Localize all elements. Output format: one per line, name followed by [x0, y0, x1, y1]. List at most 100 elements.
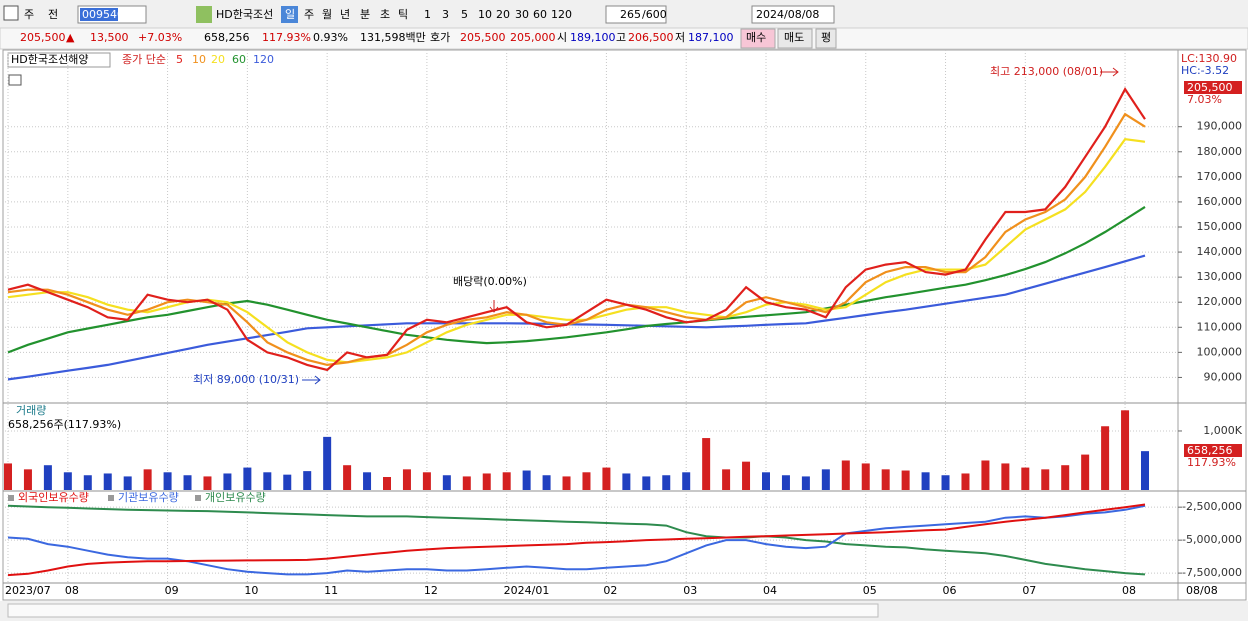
toolbar-item: 2024/08/08 — [756, 8, 819, 21]
volume-bar — [143, 469, 152, 490]
legend-entry: 10 — [192, 53, 206, 66]
volume-bar — [103, 473, 112, 490]
quote-item: ▲ — [66, 31, 75, 44]
volume-bar — [682, 472, 691, 490]
legend-swatch — [108, 495, 114, 501]
volume-bar — [762, 472, 770, 490]
lc-label: LC:130.90 — [1181, 52, 1237, 65]
toolbar-item: 3 — [442, 8, 449, 21]
x-tick-label: 04 — [763, 584, 777, 597]
quote-item: 187,100 — [688, 31, 734, 44]
volume-bar — [921, 472, 930, 490]
quote-item: 매도 — [784, 31, 804, 44]
volume-bar — [622, 473, 631, 490]
toolbar-item: 주 — [304, 8, 314, 21]
legend-prefix: 종가 단순 — [122, 53, 166, 66]
y-tick-label: 140,000 — [1197, 245, 1243, 258]
avg-button[interactable] — [815, 28, 837, 49]
volume-bar — [821, 469, 830, 490]
table-icon[interactable] — [8, 74, 22, 86]
last-price-label: 205,500 — [1187, 81, 1233, 94]
volume-bar — [283, 474, 292, 490]
quote-item: 205,000 — [510, 31, 556, 44]
y-tick-label: 100,000 — [1197, 345, 1243, 358]
volume-bar — [383, 477, 391, 490]
volume-bar — [881, 469, 890, 490]
period-selected[interactable] — [281, 6, 298, 23]
y-tick-label: 90,000 — [1204, 370, 1243, 383]
annotation: 최고 213,000 (08/01) — [990, 65, 1103, 78]
sell-button[interactable] — [777, 28, 813, 49]
legend-swatch — [195, 495, 201, 501]
quote-item: 205,500 — [20, 31, 66, 44]
y-tick-label: 110,000 — [1197, 320, 1243, 333]
x-tick-label: 09 — [165, 584, 179, 597]
quote-item: 13,500 — [90, 31, 129, 44]
x-tick-label: 07 — [1022, 584, 1036, 597]
legend-entry: 120 — [253, 53, 274, 66]
x-tick-label: 06 — [943, 584, 957, 597]
legend-entry: 20 — [211, 53, 225, 66]
volume-bar — [1101, 426, 1110, 490]
legend-entry: 개인보유수량 — [205, 491, 266, 504]
volume-bar — [203, 476, 212, 490]
volume-bar — [43, 465, 52, 490]
x-end-label: 08/08 — [1186, 584, 1218, 597]
volume-bar — [642, 476, 651, 490]
toolbar-item: 1 — [424, 8, 431, 21]
volume-bar — [343, 465, 352, 490]
menu-icon[interactable] — [3, 5, 19, 21]
x-tick-label: 12 — [424, 584, 438, 597]
quote-item: 206,500 — [628, 31, 674, 44]
volume-bar — [1081, 454, 1090, 490]
legend-entry: 외국인보유수량 — [18, 491, 89, 504]
toolbar-item: HD한국조선 — [216, 8, 273, 21]
y-tick-label: -2,500,000 — [1182, 500, 1242, 513]
volume-bar — [1121, 410, 1130, 490]
quote-item: 평 — [821, 31, 831, 44]
volume-bar — [223, 473, 232, 490]
new-icon[interactable] — [196, 6, 212, 23]
volume-bar — [702, 438, 711, 490]
scroll-track[interactable] — [7, 603, 879, 618]
quote-item: 고 — [616, 31, 626, 44]
change-label: 7.03% — [1187, 93, 1222, 106]
quote-item: +7.03% — [138, 31, 182, 44]
volume-bar — [1141, 451, 1149, 490]
y-tick-label: -5,000,000 — [1182, 533, 1242, 546]
buy-button[interactable] — [740, 28, 776, 49]
quote-item: 205,500 — [460, 31, 506, 44]
volume-bar — [801, 476, 810, 490]
toolbar-item: 10 — [478, 8, 492, 21]
volume-bar — [861, 463, 870, 490]
volume-bar — [1061, 465, 1070, 490]
series-line — [7, 504, 1146, 576]
volume-bar — [442, 475, 451, 490]
annotation-arrow — [302, 375, 321, 385]
y-tick-label: 150,000 — [1197, 220, 1243, 233]
y-tick-label: 180,000 — [1197, 145, 1243, 158]
date-input[interactable] — [751, 5, 835, 24]
x-tick-label: 08 — [1122, 584, 1136, 597]
volume-bar — [781, 475, 790, 490]
quote-item: 117.93% — [262, 31, 311, 44]
volume-bar — [901, 470, 910, 490]
toolbar-item: 120 — [551, 8, 572, 21]
volume-bar — [981, 460, 990, 490]
volume-bar — [183, 475, 192, 490]
toolbar-item: /600 — [642, 8, 667, 21]
annotation-arrow — [1100, 67, 1119, 77]
count-input[interactable] — [605, 5, 667, 24]
volume-change-label: 117.93% — [1187, 456, 1236, 469]
y-tick-label: 1,000K — [1203, 424, 1242, 437]
volume-bar — [83, 475, 92, 490]
toolbar-item: 60 — [533, 8, 547, 21]
toolbar-item: 분 — [360, 8, 370, 21]
volume-bar — [602, 467, 611, 490]
legend-entry: 60 — [232, 53, 246, 66]
series-line — [7, 504, 1146, 576]
volume-bar — [402, 469, 411, 490]
toolbar-item: 년 — [340, 8, 350, 21]
